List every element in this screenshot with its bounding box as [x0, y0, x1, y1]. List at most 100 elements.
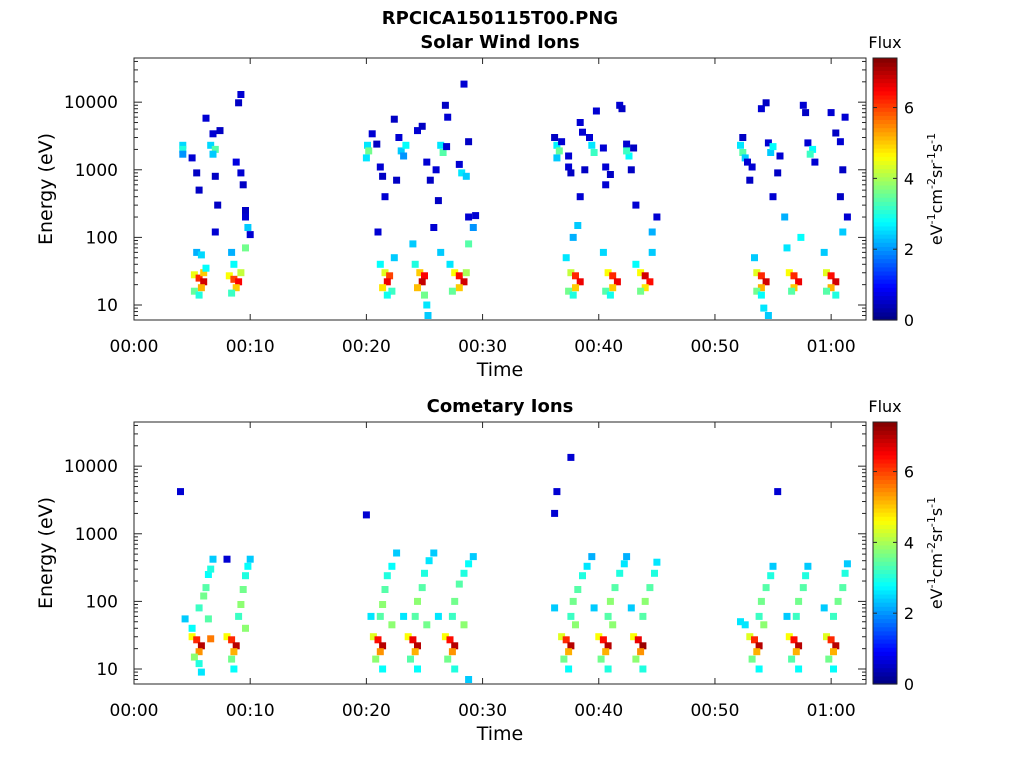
heatmap-cell	[653, 558, 661, 566]
heatmap-cell	[646, 584, 654, 592]
colorbar-segment	[873, 86, 897, 92]
x-tick-label: 00:20	[342, 337, 391, 357]
heatmap-cell	[567, 169, 575, 177]
colorbar-segment	[873, 606, 897, 611]
heatmap-cell	[444, 655, 452, 663]
colorbar-segment	[873, 197, 897, 202]
x-tick-label: 01:00	[807, 337, 856, 357]
heatmap-cell	[569, 291, 577, 299]
heatmap-cell	[799, 101, 807, 109]
heatmap-cell	[632, 260, 640, 268]
heatmap-cell	[455, 284, 463, 292]
heatmap-cell	[788, 655, 796, 663]
heatmap-cell	[562, 636, 570, 644]
colorbar-segment	[873, 156, 897, 161]
heatmap-cell	[372, 655, 380, 663]
colorbar-segment	[873, 589, 897, 595]
colorbar-segment	[873, 520, 897, 525]
colorbar-tick-label: 2	[904, 240, 914, 259]
heatmap-cell	[769, 562, 777, 570]
heatmap-cell	[551, 604, 559, 612]
heatmap-cell	[235, 612, 243, 620]
heatmap-cell	[242, 244, 249, 252]
heatmap-cell	[193, 169, 201, 177]
axes: 00:00 00:10 00:20 00:30 00:40 00:50 01:00 10 100…	[64, 422, 866, 721]
colorbar-segment	[873, 585, 897, 591]
heatmap-cell	[409, 636, 417, 644]
heatmap-cell	[225, 272, 233, 280]
heatmap-cell	[599, 144, 607, 152]
colorbar-segment	[873, 98, 897, 104]
heatmap-cell	[748, 163, 756, 171]
heatmap-cell	[195, 660, 203, 668]
heatmap-cell	[588, 141, 596, 149]
colorbar-segment	[873, 630, 897, 636]
heatmap-cell	[579, 128, 586, 136]
x-tick-label: 00:20	[342, 701, 391, 721]
colorbar-segment	[873, 638, 897, 644]
heatmap-cell	[368, 130, 376, 138]
panel-solar-wind-ions: Solar Wind Ions 00:00 00:10 00:20 00:30 00:4…	[35, 32, 946, 381]
heatmap-cell	[841, 569, 849, 577]
heatmap-cell	[785, 269, 793, 277]
colorbar-segment	[873, 238, 897, 243]
x-tick-label: 00:40	[574, 701, 623, 721]
heatmap-cell	[653, 213, 661, 221]
heatmap-cell	[465, 676, 473, 683]
heatmap-cell	[783, 612, 791, 620]
heatmap-cell	[648, 248, 656, 256]
heatmap-cell	[242, 207, 249, 214]
heatmap-cell	[188, 633, 196, 641]
colorbar-segment	[873, 152, 897, 157]
heatmap-cell	[228, 248, 236, 256]
heatmap-cell	[373, 140, 381, 148]
heatmap-cell	[209, 555, 217, 563]
heatmap-cell	[228, 636, 236, 644]
y-axis-label: Energy (eV)	[35, 133, 57, 245]
heatmap-cell	[188, 624, 196, 632]
heatmap-cell	[753, 287, 761, 295]
heatmap-cell	[195, 648, 203, 656]
colorbar-title: Flux	[868, 397, 901, 416]
heatmap-cell	[448, 648, 456, 656]
heatmap-cell	[613, 278, 621, 286]
heatmap-cell	[242, 624, 249, 632]
heatmap-cell	[441, 101, 449, 109]
colorbar-frame	[872, 421, 898, 685]
heatmap-cell	[235, 278, 243, 286]
heatmap-cell	[216, 127, 224, 135]
heatmap-cell	[795, 642, 803, 650]
heatmap-cell	[755, 642, 763, 650]
x-axis-label: Time	[476, 723, 524, 745]
heatmap-cell	[462, 172, 470, 180]
heatmap-cell	[804, 562, 812, 570]
colorbar-unit-label: eV-1cm-2sr-1s-1	[925, 497, 946, 609]
colorbar-segment	[873, 553, 897, 558]
colorbar-segment	[873, 62, 897, 67]
heatmap-cell	[767, 149, 775, 156]
heatmap-cell	[414, 665, 421, 673]
heatmap-cell	[797, 233, 805, 241]
heatmap-cell	[567, 642, 575, 650]
colorbar-title: Flux	[868, 33, 901, 52]
heatmap-cell	[634, 636, 642, 644]
heatmap-cell	[625, 152, 633, 160]
heatmap-cell	[832, 129, 840, 137]
heatmap-cell	[788, 287, 796, 295]
colorbar-segment	[873, 299, 897, 305]
plot-frame	[133, 421, 867, 685]
heatmap-cell	[223, 633, 231, 641]
colorbar-segment	[873, 242, 897, 247]
colorbar-segment	[873, 483, 897, 489]
heatmap-cell	[197, 251, 205, 259]
heatmap-cell	[606, 597, 614, 605]
heatmap-cell	[376, 163, 384, 171]
colorbar-segment	[873, 139, 897, 145]
heatmap-cell	[414, 284, 421, 292]
heatmap-cell	[757, 105, 765, 113]
heatmap-cell	[574, 222, 582, 229]
colorbar-segment	[873, 225, 897, 231]
heatmap-cell	[383, 291, 391, 299]
heatmap-cell	[204, 615, 212, 623]
